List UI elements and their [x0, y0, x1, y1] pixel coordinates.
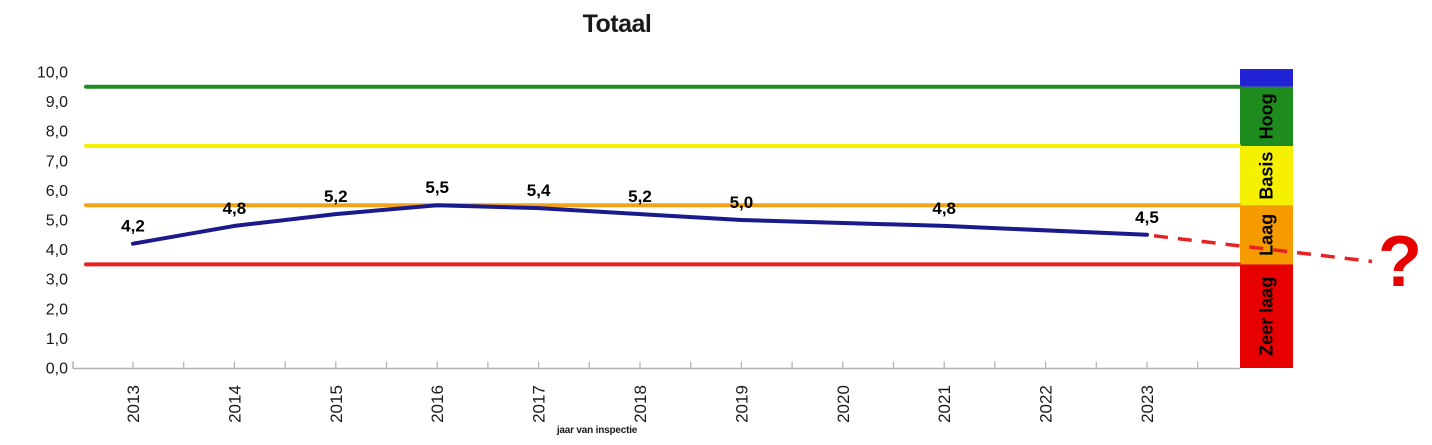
data-point-label: 4,2 [121, 217, 145, 236]
x-tick-label: 2013 [124, 385, 143, 423]
data-point-label: 5,4 [527, 181, 551, 200]
y-tick-label: 4,0 [46, 242, 68, 259]
data-series-line [131, 203, 1149, 246]
data-point-label: 4,8 [932, 199, 956, 218]
x-axis-title: jaar van inspectie [556, 425, 638, 436]
data-point-label: 5,5 [425, 178, 449, 197]
x-tick-label: 2017 [530, 385, 549, 423]
x-tick-label: 2016 [428, 385, 447, 423]
projection-question-mark: ? [1378, 222, 1422, 302]
y-tick-label: 6,0 [46, 183, 68, 200]
y-tick-label: 3,0 [46, 272, 68, 289]
zone-basis [1240, 146, 1293, 206]
x-tick-label: 2022 [1037, 385, 1056, 423]
y-tick-label: 2,0 [46, 301, 68, 318]
data-point-label: 5,0 [730, 193, 754, 212]
x-tick-label: 2019 [732, 385, 751, 423]
y-tick-label: 8,0 [46, 124, 68, 141]
y-tick-label: 10,0 [37, 65, 68, 82]
x-tick-label: 2021 [935, 385, 954, 423]
chart-title: Totaal [582, 10, 652, 38]
data-point-label: 4,8 [223, 199, 247, 218]
zone-label: Hoog [1257, 93, 1277, 139]
y-tick-label: 5,0 [46, 213, 68, 230]
zone-label: Basis [1257, 152, 1277, 200]
zone-zeer-laag [1240, 264, 1293, 368]
zone-label: Zeer laag [1257, 277, 1277, 356]
zone-label: Laag [1257, 214, 1277, 256]
zone-top [1240, 69, 1293, 87]
data-point-label: 5,2 [628, 187, 652, 206]
y-tick-label: 7,0 [46, 153, 68, 170]
x-tick-label: 2015 [327, 385, 346, 423]
x-tick-label: 2014 [225, 385, 244, 423]
projection-dashed-line [1153, 234, 1373, 264]
x-tick-label: 2018 [631, 385, 650, 423]
x-tick-label: 2023 [1138, 385, 1157, 423]
zone-hoog [1240, 86, 1293, 146]
y-tick-label: 9,0 [46, 94, 68, 111]
data-point-label: 4,5 [1135, 208, 1159, 227]
y-tick-label: 1,0 [46, 331, 68, 348]
y-tick-label: 0,0 [46, 361, 68, 378]
zone-laag [1240, 205, 1293, 265]
data-point-label: 5,2 [324, 187, 348, 206]
x-tick-label: 2020 [834, 385, 853, 423]
